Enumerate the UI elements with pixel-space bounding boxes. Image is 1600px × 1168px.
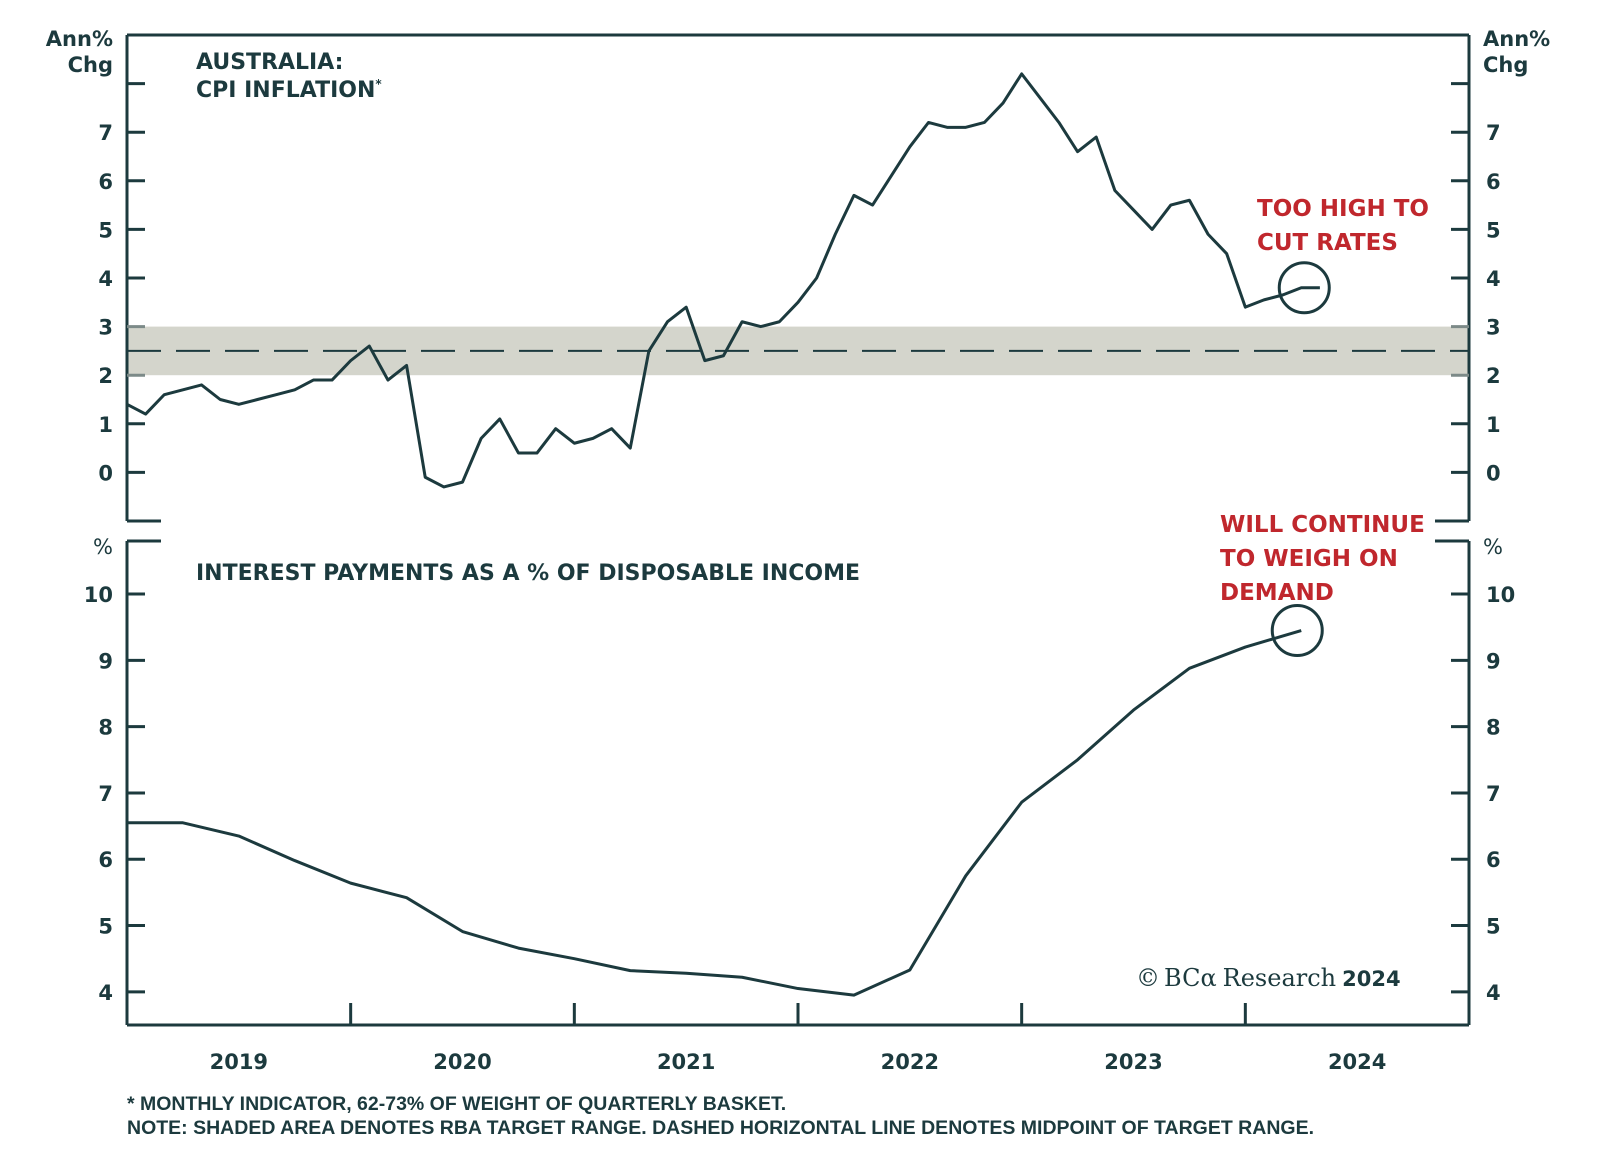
top-right-tick-label: 6 bbox=[1486, 170, 1501, 194]
copyright-year: 2024 bbox=[1342, 967, 1400, 991]
target-band-layer bbox=[127, 326, 1469, 376]
bottom-panel-frame bbox=[125, 539, 1471, 1027]
top-right-tick-label: 2 bbox=[1486, 364, 1501, 388]
bottom-right-tick-label: 9 bbox=[1486, 649, 1501, 673]
bottom-left-tick-label: 7 bbox=[98, 782, 113, 806]
top-left-tick-label: 4 bbox=[98, 267, 113, 291]
bottom-right-tick-label: 6 bbox=[1486, 848, 1501, 872]
bottom-left-tick-label: 6 bbox=[98, 848, 113, 872]
top-panel-subtitle: CPI INFLATION bbox=[196, 78, 375, 103]
bottom-y-ticks: 4 4 5 5 6 6 7 7 8 8 9 9 10 10 bbox=[84, 583, 1515, 1005]
top-left-tick-label: 1 bbox=[98, 413, 113, 437]
top-right-tick-label: 3 bbox=[1486, 316, 1501, 340]
bottom-right-tick-label: 7 bbox=[1486, 782, 1501, 806]
top-left-tick-label: 6 bbox=[98, 170, 113, 194]
copyright-brand: BCα bbox=[1164, 964, 1217, 992]
x-ticks: 2019 2020 2021 2022 2023 2024 bbox=[210, 1003, 1386, 1074]
cpi-annotation-line2: CUT RATES bbox=[1257, 230, 1398, 256]
top-panel-frame bbox=[125, 33, 1471, 523]
top-right-unit-line1: Ann% bbox=[1483, 27, 1550, 51]
top-right-tick-label: 4 bbox=[1486, 267, 1501, 291]
top-left-tick-label: 2 bbox=[98, 364, 113, 388]
interest-points bbox=[127, 630, 1301, 995]
cpi-points bbox=[127, 74, 1320, 487]
title-footnote-marker: * bbox=[375, 77, 382, 91]
top-left-unit-line2: Chg bbox=[68, 53, 113, 77]
interest-annotation-line3: DEMAND bbox=[1220, 580, 1334, 606]
bottom-left-tick-label: 10 bbox=[84, 583, 113, 607]
bottom-left-tick-label: 5 bbox=[98, 915, 113, 939]
top-left-unit-line1: Ann% bbox=[46, 27, 113, 51]
bottom-left-tick-label: 4 bbox=[98, 981, 113, 1005]
interest-payments-line bbox=[127, 629, 1302, 997]
year-label: 2020 bbox=[433, 1050, 491, 1074]
year-label: 2021 bbox=[657, 1050, 715, 1074]
top-right-tick-label: 5 bbox=[1486, 218, 1501, 242]
year-label: 2024 bbox=[1328, 1050, 1386, 1074]
top-panel-title-line1: AUSTRALIA: bbox=[196, 50, 343, 75]
bottom-right-tick-label: 5 bbox=[1486, 915, 1501, 939]
footnote-monthly-indicator: * MONTHLY INDICATOR, 62-73% OF WEIGHT OF… bbox=[127, 1093, 786, 1115]
interest-annotation-line1: WILL CONTINUE bbox=[1220, 512, 1425, 538]
copyright-text: Research bbox=[1223, 964, 1336, 992]
bottom-right-tick-label: 8 bbox=[1486, 716, 1501, 740]
bottom-right-unit: % bbox=[1483, 535, 1503, 559]
cpi-latest-highlight-circle bbox=[1277, 261, 1331, 315]
copyright-symbol: © bbox=[1136, 964, 1160, 992]
bottom-left-tick-label: 9 bbox=[98, 649, 113, 673]
cpi-annotation-line1: TOO HIGH TO bbox=[1257, 196, 1429, 222]
cpi-inflation-line bbox=[126, 72, 1320, 489]
top-right-tick-label: 7 bbox=[1486, 121, 1501, 145]
top-left-tick-label: 0 bbox=[98, 461, 113, 485]
top-right-unit-line2: Chg bbox=[1483, 53, 1528, 77]
top-y-ticks: 0 0 1 1 2 2 3 3 4 4 5 5 6 6 7 7 bbox=[98, 82, 1501, 485]
bottom-panel-title: INTEREST PAYMENTS AS A % OF DISPOSABLE I… bbox=[196, 561, 860, 586]
year-label: 2023 bbox=[1104, 1050, 1162, 1074]
footnote-shaded-area-note: NOTE: SHADED AREA DENOTES RBA TARGET RAN… bbox=[127, 1117, 1314, 1139]
bottom-left-tick-label: 8 bbox=[98, 716, 113, 740]
top-right-tick-label: 0 bbox=[1486, 461, 1501, 485]
top-right-tick-label: 1 bbox=[1486, 413, 1501, 437]
bottom-right-tick-label: 4 bbox=[1486, 981, 1501, 1005]
copyright: © BCα Research 2024 bbox=[1136, 964, 1401, 992]
top-panel-title-line2: CPI INFLATION* bbox=[196, 77, 382, 103]
top-left-tick-label: 5 bbox=[98, 218, 113, 242]
bottom-right-tick-label: 10 bbox=[1486, 583, 1515, 607]
year-label: 2022 bbox=[881, 1050, 939, 1074]
bottom-left-unit: % bbox=[93, 535, 113, 559]
interest-annotation-line2: TO WEIGH ON bbox=[1220, 546, 1398, 572]
year-label: 2019 bbox=[210, 1050, 268, 1074]
interest-latest-highlight-circle bbox=[1270, 604, 1324, 658]
top-left-tick-label: 7 bbox=[98, 121, 113, 145]
top-left-tick-label: 3 bbox=[98, 316, 113, 340]
